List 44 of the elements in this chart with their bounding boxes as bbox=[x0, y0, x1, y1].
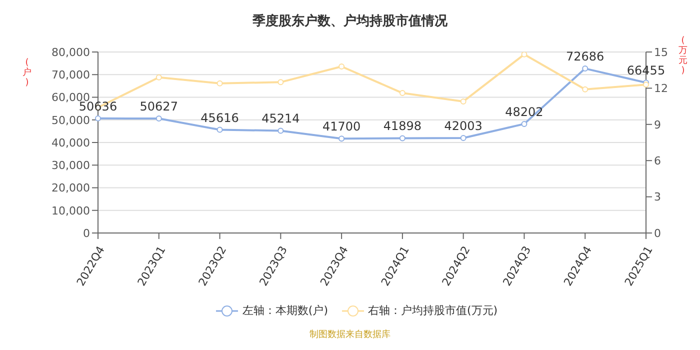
data-label: 72686 bbox=[566, 50, 604, 64]
point bbox=[156, 115, 162, 122]
point bbox=[216, 80, 223, 86]
y-tick-label: 10,000 bbox=[52, 204, 90, 218]
point bbox=[278, 128, 284, 134]
point bbox=[582, 86, 588, 92]
y-tick-label: 30,000 bbox=[52, 159, 90, 172]
point bbox=[521, 120, 528, 127]
point bbox=[582, 66, 588, 72]
point bbox=[278, 79, 284, 86]
point bbox=[460, 98, 466, 104]
y-axis-title: (户) bbox=[22, 58, 32, 88]
y2-tick-label: 0 bbox=[654, 226, 661, 240]
y2-tick-label: 3 bbox=[654, 190, 661, 204]
data-label: 50627 bbox=[140, 99, 178, 114]
point bbox=[338, 63, 345, 70]
text: 制图数据来自数据库 bbox=[308, 328, 392, 341]
legend-label: 左轴：本期数(户) bbox=[242, 303, 328, 318]
point bbox=[156, 74, 162, 80]
point bbox=[95, 115, 101, 122]
data-label: 41898 bbox=[383, 119, 422, 134]
point bbox=[399, 135, 406, 142]
y2-tick-label: 9 bbox=[654, 118, 661, 132]
legend-label: 右轴：户均持股市值(万元) bbox=[368, 303, 498, 318]
y2-axis-title: (万元) bbox=[678, 36, 688, 76]
y-tick-label: 0 bbox=[83, 226, 90, 240]
data-label: 45214 bbox=[262, 112, 300, 126]
point bbox=[338, 136, 345, 142]
y-tick-label: 20,000 bbox=[52, 182, 90, 195]
y2-tick-label: 12 bbox=[654, 82, 668, 96]
y2-tick-label: 15 bbox=[654, 46, 668, 59]
y-tick-label: 40,000 bbox=[52, 136, 90, 150]
y2-tick-label: 6 bbox=[654, 154, 661, 168]
chart-title: 季度股东户数、户均持股市值情况 bbox=[252, 12, 448, 30]
y-tick-label: 50,000 bbox=[52, 114, 90, 127]
y-tick-label: 80,000 bbox=[52, 46, 90, 59]
data-label: 41700 bbox=[322, 120, 361, 134]
y-tick-label: 70,000 bbox=[52, 68, 90, 82]
point bbox=[460, 134, 466, 141]
point bbox=[399, 90, 406, 96]
data-label: 45616 bbox=[200, 110, 239, 125]
point bbox=[216, 126, 223, 133]
data-label: 42003 bbox=[444, 118, 482, 133]
point bbox=[521, 52, 528, 58]
